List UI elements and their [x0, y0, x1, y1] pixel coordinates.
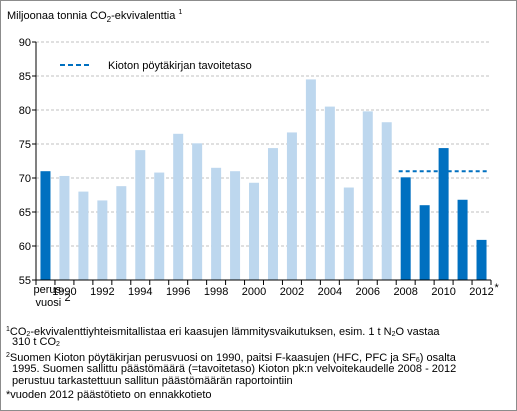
footnote-2-text-b: ) osalta [419, 352, 456, 364]
footnote-1-sub-a: 2 [26, 331, 31, 338]
x-tick-label-2012: 2012 [469, 286, 493, 298]
footnote-1-text-a: CO [9, 326, 27, 338]
x-tick-label-2004: 2004 [318, 286, 342, 298]
y-tick-label-75: 75 [19, 139, 31, 151]
bar-2005 [343, 187, 354, 280]
y-tick-label-90: 90 [19, 37, 31, 49]
x-tick-label-2006: 2006 [356, 286, 380, 298]
footnote-2: 2Suomen Kioton pöytäkirjan perusvuosi on… [6, 350, 456, 367]
bar-1990 [59, 175, 70, 280]
footnote-1-line2: 310 t CO2 [12, 336, 60, 351]
y-tick-label-65: 65 [19, 207, 31, 219]
bar-2000 [249, 182, 260, 280]
footnote-1-text-c: O vastaa [395, 326, 440, 338]
legend-label: Kioton pöytäkirjan tavoitetaso [108, 60, 252, 72]
x-tick-label-base-line1: perus- [33, 284, 65, 296]
x-tick-label-base-note: 2 [64, 292, 70, 304]
x-tick-label-1994: 1994 [128, 286, 152, 298]
chart-title: Miljoonaa tonnia CO2-ekvivalenttia 1 [7, 9, 182, 24]
y-tick-label-55: 55 [19, 275, 31, 287]
x-tick-label-2002: 2002 [280, 286, 304, 298]
bar-2004 [324, 106, 335, 280]
footnote-2-line2: 1995. Suomen sallittu päästömäärä (=tavo… [12, 363, 457, 375]
bar-1996 [173, 133, 184, 280]
bar-2012 [476, 239, 487, 280]
footnote-1-mark: 1 [6, 326, 10, 333]
x-tick-label-1990: 1990 [52, 286, 76, 298]
bar-2008 [400, 177, 411, 280]
footnote-2-sub: 6 [415, 357, 420, 364]
title-tail: -ekvivalenttia [111, 10, 176, 22]
bar-1997 [192, 143, 203, 280]
x-tick-label-note-2012: * [495, 282, 500, 294]
title-main: Miljoonaa tonnia CO [7, 10, 107, 22]
title-note: 1 [178, 9, 182, 16]
bar-2007 [381, 122, 392, 281]
x-tick-label-1996: 1996 [166, 286, 190, 298]
footnote-1: 1CO2-ekvivalenttiyhteismitallistaa eri k… [6, 324, 440, 341]
footnote-2-text-a: Suomen Kioton pöytäkirjan perusvuosi on … [9, 352, 416, 364]
bar-2006 [362, 111, 373, 280]
bar-1995 [154, 172, 165, 280]
bar-1998 [211, 167, 222, 280]
footnote-1-line2-sub: 2 [56, 341, 60, 348]
footnote-1-line2-text: 310 t CO [12, 336, 57, 348]
x-tick-label-2008: 2008 [393, 286, 417, 298]
footnote-3: *vuoden 2012 päästötieto on ennakkotieto [6, 389, 212, 401]
bar-perusvuosi [40, 171, 51, 280]
bar-1999 [230, 171, 241, 280]
bar-2010 [438, 148, 449, 280]
x-tick-label-base-line2: vuosi [35, 297, 61, 309]
bar-2003 [305, 79, 316, 281]
bar-2002 [286, 132, 297, 280]
footnote-1-text-b: -ekvivalenttiyhteismitallistaa eri kaasu… [30, 326, 392, 338]
x-tick-label-2010: 2010 [431, 286, 455, 298]
bar-2001 [267, 148, 278, 280]
title-subscript: 2 [107, 15, 112, 24]
footnote-2-mark: 2 [6, 352, 10, 359]
bar-2009 [419, 205, 430, 280]
bar-1994 [135, 150, 146, 280]
bar-2011 [457, 199, 468, 280]
x-tick-label-1998: 1998 [204, 286, 228, 298]
y-tick-label-85: 85 [19, 71, 31, 83]
bar-1991 [78, 191, 89, 280]
bar-1992 [97, 200, 108, 280]
y-tick-label-80: 80 [19, 105, 31, 117]
footnote-2-line3: perustuu tarkastettuun sallitun päästömä… [12, 375, 293, 387]
footnote-1-sub-b: 2 [391, 331, 396, 338]
x-tick-label-1992: 1992 [90, 286, 114, 298]
x-tick-label-2000: 2000 [242, 286, 266, 298]
y-tick-label-60: 60 [19, 241, 31, 253]
y-tick-label-70: 70 [19, 173, 31, 185]
bar-1993 [116, 186, 127, 280]
